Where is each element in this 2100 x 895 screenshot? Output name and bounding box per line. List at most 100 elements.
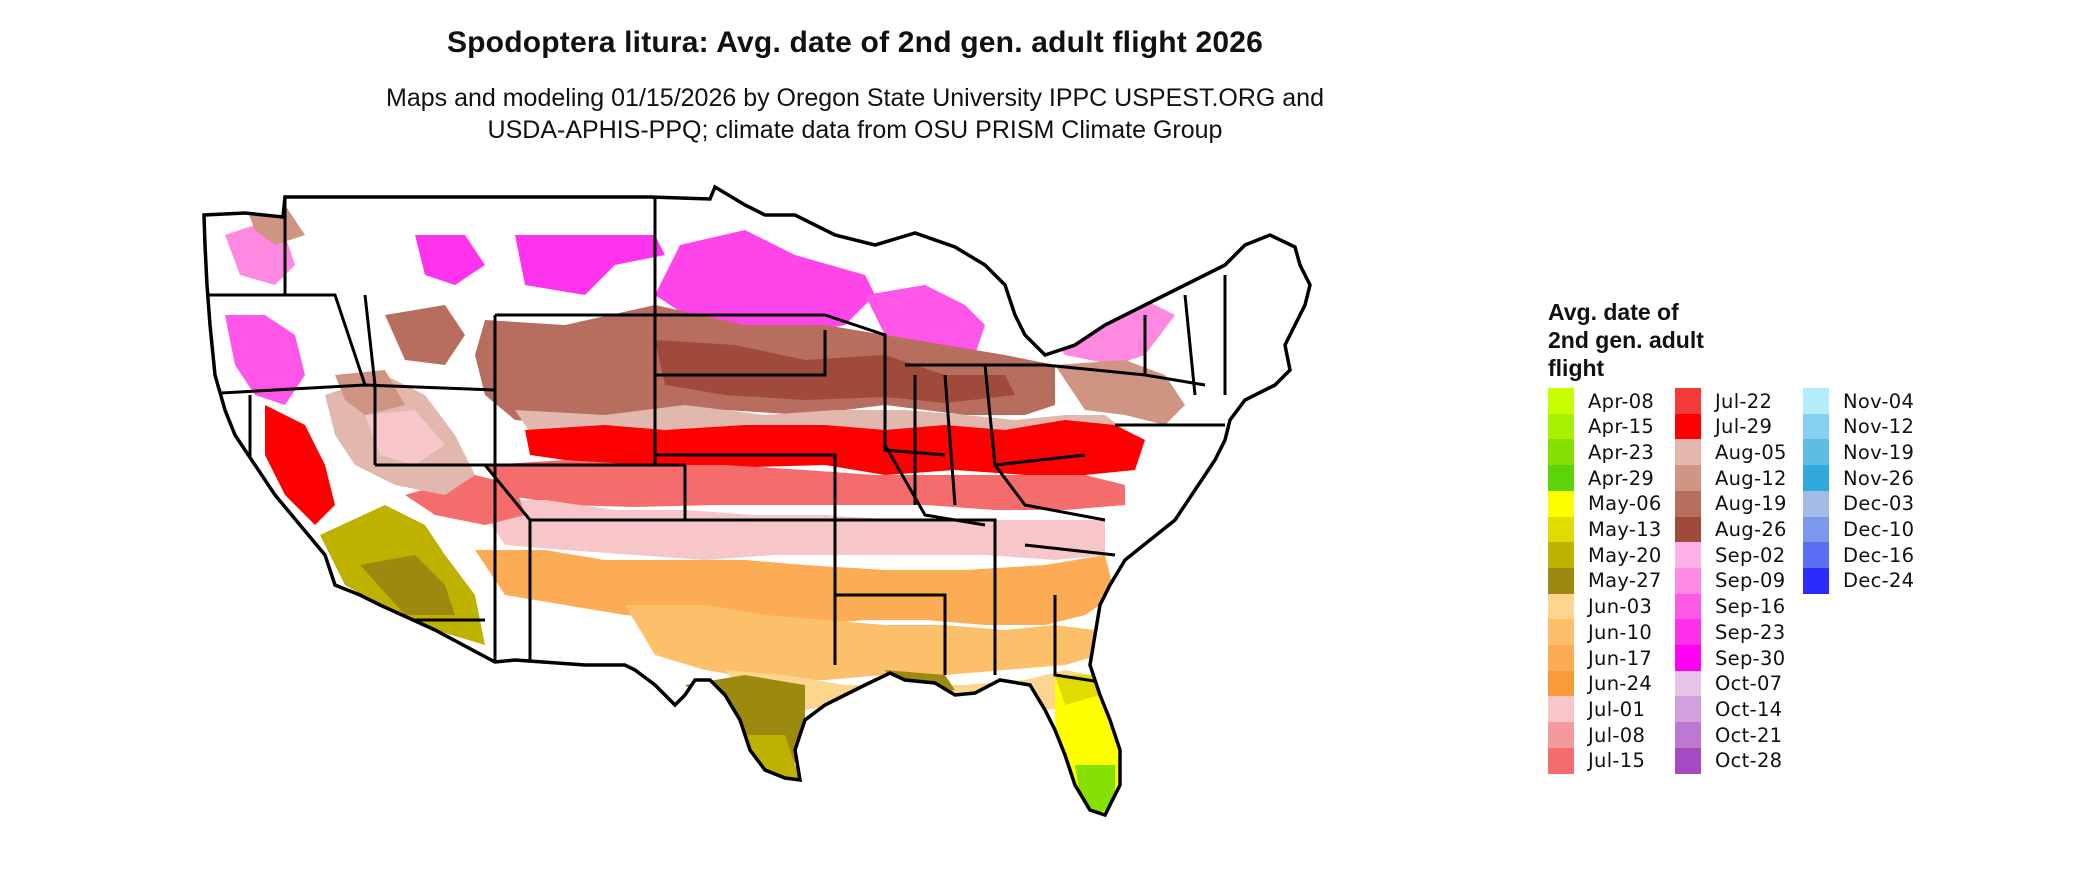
legend-label: Oct-07 xyxy=(1715,672,1783,696)
legend-label: Oct-14 xyxy=(1715,697,1783,721)
legend-item: Apr-08 xyxy=(1548,388,1654,414)
legend-label: Jun-03 xyxy=(1588,595,1653,619)
legend-swatch xyxy=(1548,619,1574,646)
legend-item: Aug-19 xyxy=(1675,490,1787,517)
legend-swatch xyxy=(1548,465,1574,492)
legend-item: Nov-26 xyxy=(1803,465,1915,492)
legend-swatch xyxy=(1675,542,1701,569)
legend-title-line: Avg. date of xyxy=(1548,299,1679,325)
legend-label: Oct-28 xyxy=(1715,749,1783,773)
us-outline xyxy=(202,184,1312,818)
legend-item: Nov-12 xyxy=(1803,413,1915,440)
legend-label: Apr-08 xyxy=(1588,389,1655,413)
legend-label: Sep-09 xyxy=(1715,569,1786,593)
legend-label: Jul-29 xyxy=(1715,415,1773,439)
legend-label: Oct-21 xyxy=(1715,723,1783,747)
legend-label: Apr-23 xyxy=(1588,440,1655,464)
legend-label: Apr-29 xyxy=(1588,466,1655,490)
legend-label: Jul-01 xyxy=(1588,697,1646,721)
legend-item: Sep-23 xyxy=(1675,619,1785,646)
legend-swatch xyxy=(1675,490,1701,517)
legend-swatch xyxy=(1803,388,1829,414)
legend-label: Jun-10 xyxy=(1588,620,1653,644)
legend-title-line: flight xyxy=(1548,355,1605,381)
legend-swatch xyxy=(1548,722,1574,749)
legend-label: Dec-24 xyxy=(1843,569,1915,593)
legend-label: Sep-16 xyxy=(1715,595,1786,619)
legend-label: Aug-12 xyxy=(1715,466,1787,490)
legend-swatch xyxy=(1675,439,1701,466)
legend-swatch xyxy=(1675,619,1701,646)
legend-swatch xyxy=(1548,542,1574,569)
legend-label: Jun-24 xyxy=(1588,672,1653,696)
legend-label: Nov-12 xyxy=(1843,415,1915,439)
legend-item: Nov-19 xyxy=(1803,439,1915,466)
legend-label: Jul-08 xyxy=(1588,723,1646,747)
legend-label: Nov-26 xyxy=(1843,466,1915,490)
legend-item: Aug-05 xyxy=(1675,439,1787,466)
legend-item: Dec-03 xyxy=(1803,490,1915,517)
legend-swatch xyxy=(1675,670,1701,697)
legend-item: Apr-23 xyxy=(1548,439,1655,466)
legend-swatch xyxy=(1675,567,1701,594)
legend-label: Sep-02 xyxy=(1715,543,1786,567)
legend-item: Apr-15 xyxy=(1548,413,1655,440)
legend-swatch xyxy=(1548,439,1574,466)
legend-label: May-06 xyxy=(1588,492,1662,516)
legend-item: May-13 xyxy=(1548,516,1662,543)
legend-swatch xyxy=(1803,490,1829,517)
legend-swatch xyxy=(1803,413,1829,440)
legend-item: Jul-22 xyxy=(1675,388,1772,414)
map-title: Spodoptera litura: Avg. date of 2nd gen.… xyxy=(446,26,1264,59)
legend-label: Dec-10 xyxy=(1843,518,1915,541)
legend-item: Sep-02 xyxy=(1675,542,1786,569)
legend-item: Dec-10 xyxy=(1803,516,1915,543)
legend-swatch xyxy=(1675,413,1701,440)
legend-item: Jul-08 xyxy=(1548,722,1646,749)
legend-item: Oct-14 xyxy=(1675,696,1783,723)
legend-label: May-13 xyxy=(1588,518,1662,541)
legend-swatch xyxy=(1548,645,1574,671)
legend-swatch xyxy=(1803,439,1829,466)
legend-title-line: 2nd gen. adult xyxy=(1548,327,1704,353)
map-subtitle-line1: Maps and modeling 01/15/2026 by Oregon S… xyxy=(386,84,1324,112)
legend-label: Dec-16 xyxy=(1843,543,1915,567)
legend-item: Aug-26 xyxy=(1675,516,1787,543)
legend-label: Jun-17 xyxy=(1588,646,1653,670)
legend-item: May-06 xyxy=(1548,490,1662,517)
legend-label: Aug-26 xyxy=(1715,518,1787,541)
map-subtitle-line2: USDA-APHIS-PPQ; climate data from OSU PR… xyxy=(487,116,1223,144)
legend-item: Jun-17 xyxy=(1548,645,1652,671)
legend-item: Sep-09 xyxy=(1675,567,1786,594)
legend-item: Jun-03 xyxy=(1548,593,1653,620)
legend-item: Oct-28 xyxy=(1675,747,1783,774)
legend-item: Oct-07 xyxy=(1675,670,1783,697)
legend-item: Jul-15 xyxy=(1548,747,1646,774)
legend-label: Nov-19 xyxy=(1843,440,1915,464)
legend-swatch xyxy=(1675,645,1701,671)
legend-label: Jul-15 xyxy=(1588,749,1646,773)
legend-swatch xyxy=(1675,388,1701,414)
legend-item: Aug-12 xyxy=(1675,465,1787,492)
legend-swatch xyxy=(1675,593,1701,620)
legend-swatch xyxy=(1548,593,1574,620)
legend-label: Dec-03 xyxy=(1843,492,1915,516)
legend-label: Apr-15 xyxy=(1588,415,1655,439)
legend-item: May-20 xyxy=(1548,542,1662,569)
legend-item: Jul-01 xyxy=(1548,696,1646,723)
legend-label: Aug-05 xyxy=(1715,440,1787,464)
legend-label: Nov-04 xyxy=(1843,389,1915,413)
legend-swatch xyxy=(1548,696,1574,723)
date-zones xyxy=(204,187,1310,815)
legend-swatch xyxy=(1803,516,1829,543)
legend-label: May-27 xyxy=(1588,569,1662,593)
legend-item: Nov-04 xyxy=(1803,388,1914,414)
legend-item: Dec-24 xyxy=(1803,567,1915,594)
legend-swatch xyxy=(1675,516,1701,543)
legend-label: Jul-22 xyxy=(1715,389,1773,413)
legend-swatch xyxy=(1675,696,1701,723)
legend-swatch xyxy=(1803,542,1829,569)
legend-label: Sep-30 xyxy=(1715,646,1786,670)
legend-swatch xyxy=(1675,747,1701,774)
legend-swatch xyxy=(1548,670,1574,697)
